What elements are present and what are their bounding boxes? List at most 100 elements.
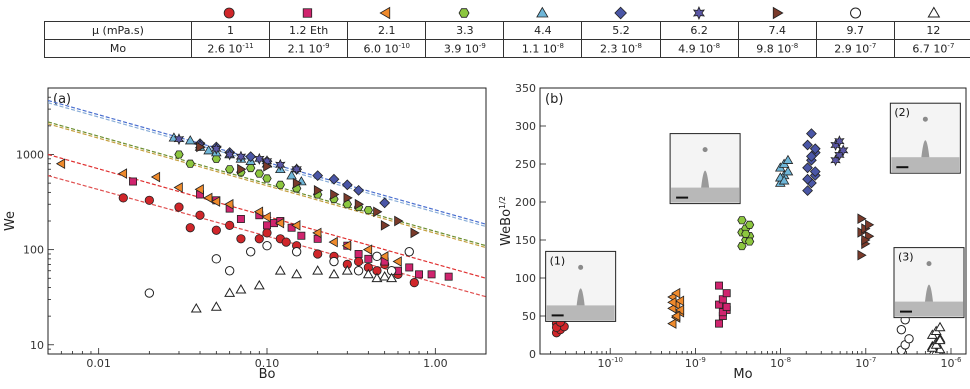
- data-point-square: [405, 263, 414, 272]
- legend-symbol-triangle-up: [536, 6, 549, 18]
- data-point-hexagon: [211, 154, 221, 163]
- data-point-triangle-up: [782, 154, 794, 164]
- data-point-circle: [281, 237, 291, 247]
- data-point-triangle-up: [275, 163, 286, 173]
- y-tick-label: 10: [30, 339, 44, 352]
- morton-exponent: -7: [869, 41, 877, 50]
- data-point-square: [394, 266, 402, 275]
- data-point-hexagon: [313, 190, 323, 199]
- fit-line: [48, 99, 486, 225]
- inset-photo: [669, 133, 741, 205]
- data-point-triangle-up-open: [379, 271, 391, 281]
- data-point-triangle-up: [203, 145, 214, 155]
- data-point-circle-open: [904, 307, 914, 317]
- data-point-circle-open: [896, 345, 907, 354]
- table-row-viscosity: μ (mPa.s) 1 1.2 Eth 2.1 3.3 4.4 5.2 6.2 7.4 9.7 1…: [44, 21, 970, 40]
- data-point-diamond: [328, 173, 340, 185]
- data-point-circle: [174, 202, 184, 212]
- data-point-triangle-right: [263, 161, 273, 172]
- data-point-triangle-up: [194, 141, 206, 151]
- morton-exponent: -11: [242, 41, 254, 50]
- inset-photo: (2): [889, 102, 961, 174]
- data-point-triangle-up-open: [934, 321, 946, 332]
- data-point-hexagon: [363, 206, 374, 215]
- data-point-diamond: [224, 147, 236, 158]
- data-point-diamond: [806, 177, 817, 189]
- viscosity-cell: 1: [190, 21, 271, 40]
- data-point-circle: [555, 325, 565, 335]
- data-point-square: [313, 234, 322, 243]
- data-point-triangle-up-open: [929, 348, 936, 354]
- data-point-circle-open: [245, 247, 256, 257]
- morton-value: 4.9 10: [678, 42, 714, 56]
- data-point-square: [722, 289, 731, 298]
- data-point-triangle-right: [857, 213, 867, 225]
- data-point-star: [834, 148, 845, 161]
- data-point-square: [718, 308, 727, 317]
- data-point-square: [415, 270, 423, 279]
- data-point-circle: [329, 251, 339, 261]
- data-point-square: [196, 190, 204, 199]
- data-point-circle: [292, 241, 302, 251]
- data-point-hexagon: [744, 237, 755, 246]
- data-point-triangle-right: [380, 220, 391, 231]
- data-point-triangle-left: [150, 171, 161, 183]
- data-point-circle-open: [904, 334, 914, 344]
- data-point-diamond: [291, 163, 303, 175]
- data-point-square: [212, 196, 221, 205]
- y-tick-label: 0: [529, 348, 536, 361]
- data-point-circle: [555, 315, 565, 325]
- data-point-square: [715, 319, 723, 328]
- data-point-diamond: [806, 154, 817, 166]
- data-point-circle: [225, 220, 235, 230]
- y-axis-label-b: WeBo1/2: [498, 196, 514, 246]
- plot-frame-a: [47, 87, 487, 355]
- fit-line: [48, 175, 486, 298]
- data-point-circle: [559, 322, 569, 332]
- data-point-triangle-up: [168, 132, 180, 142]
- x-axis-label-a: Bo: [259, 367, 276, 382]
- y-tick-label: 200: [515, 196, 536, 209]
- row-label-viscosity: μ (mPa.s): [44, 21, 192, 40]
- legend-symbol-circle: [223, 7, 235, 19]
- x-tick-label: 0.10: [255, 357, 280, 370]
- data-point-diamond: [245, 151, 257, 163]
- morton-exponent: -10: [398, 41, 410, 50]
- data-point-hexagon: [254, 169, 264, 178]
- data-point-triangle-right: [857, 227, 867, 238]
- data-point-star: [830, 138, 841, 152]
- data-point-diamond: [379, 197, 391, 209]
- data-point-triangle-up-open: [274, 265, 286, 275]
- data-point-triangle-left: [194, 184, 204, 195]
- data-point-hexagon: [741, 235, 751, 245]
- data-point-hexagon: [185, 159, 195, 168]
- data-point-triangle-up-open: [934, 343, 946, 354]
- data-point-triangle-right: [343, 192, 353, 204]
- data-point-triangle-left: [667, 297, 677, 308]
- data-point-triangle-left: [674, 295, 685, 307]
- data-point-hexagon: [236, 168, 246, 177]
- viscosity-cell: 7.4: [737, 21, 817, 40]
- data-point-hexagon: [741, 229, 751, 238]
- x-axis-label-b: Mo: [733, 367, 752, 382]
- data-point-triangle-up-open: [362, 268, 374, 279]
- data-point-triangle-right: [865, 230, 875, 242]
- y-tick-label: 50: [522, 310, 536, 323]
- morton-cell: 4.9 10-8: [659, 39, 739, 58]
- morton-cell: 2.9 10-7: [815, 39, 895, 58]
- data-point-circle-open: [262, 241, 272, 251]
- data-point-triangle-right: [196, 141, 206, 153]
- fit-line: [48, 123, 486, 249]
- data-point-circle-open: [386, 266, 397, 276]
- data-point-triangle-up-open: [931, 346, 941, 354]
- legend-symbol-hexagon: [458, 8, 470, 18]
- morton-value: 6.7 10: [912, 42, 948, 56]
- inset-label: (1): [550, 254, 566, 267]
- data-point-triangle-up-open: [934, 333, 946, 343]
- data-point-circle: [236, 234, 246, 244]
- data-point-triangle-up-open: [371, 272, 383, 283]
- data-point-square: [297, 231, 306, 240]
- data-point-square: [236, 215, 245, 223]
- data-point-star: [235, 150, 247, 163]
- data-point-diamond: [802, 173, 813, 185]
